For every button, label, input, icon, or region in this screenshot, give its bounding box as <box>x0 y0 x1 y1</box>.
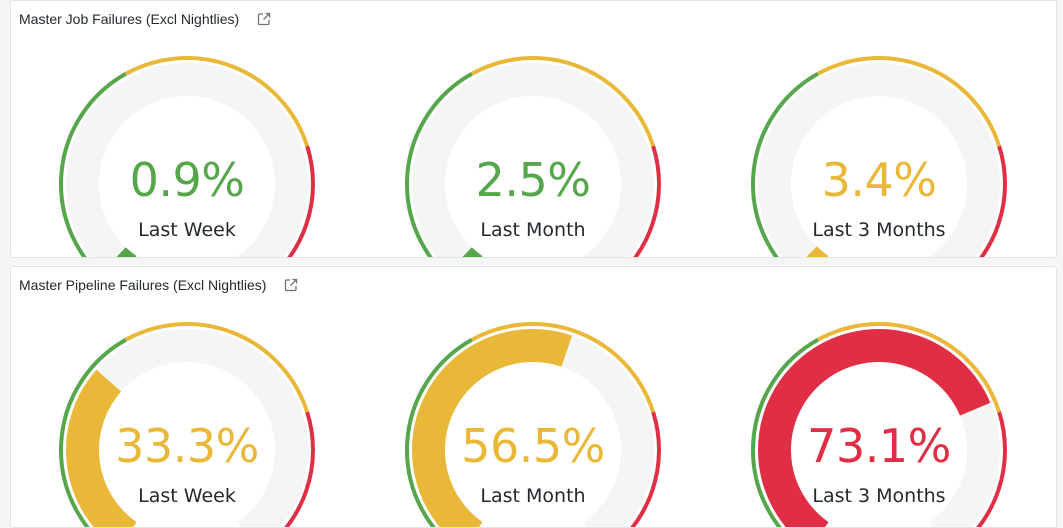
gauge-value: 73.1% <box>807 419 951 473</box>
gauge-value: 3.4% <box>821 153 937 207</box>
gauge-arc <box>59 56 315 257</box>
gauge-arc <box>751 56 1007 257</box>
threshold-yellow-arc <box>124 56 310 147</box>
gauge-arc <box>59 322 315 527</box>
gauge-track-arc <box>66 63 308 257</box>
gauge-last-3-months[interactable]: 73.1% Last 3 Months <box>729 267 1029 527</box>
gauge-label: Last 3 Months <box>812 485 946 507</box>
gauge-label: Last 3 Months <box>812 219 946 241</box>
gauge-value: 56.5% <box>461 419 605 473</box>
threshold-green-arc <box>405 338 473 527</box>
panel-master-pipeline-failures: Master Pipeline Failures (Excl Nightlies… <box>10 266 1057 528</box>
threshold-green-arc <box>59 72 127 257</box>
threshold-red-arc <box>630 411 661 527</box>
threshold-red-arc <box>284 411 315 527</box>
gauge-value-arc <box>412 329 573 527</box>
gauge-label: Last Month <box>480 485 586 507</box>
threshold-green-arc <box>59 338 127 527</box>
gauge-arc <box>405 56 661 257</box>
external-link-icon[interactable] <box>284 278 298 292</box>
panel-title[interactable]: Master Job Failures (Excl Nightlies) <box>19 11 240 27</box>
threshold-red-arc <box>287 145 315 257</box>
gauge-track-arc <box>758 63 1000 257</box>
gauge-last-week[interactable]: 0.9% Last Week <box>37 1 337 257</box>
gauge-last-month[interactable]: 2.5% Last Month <box>383 1 683 257</box>
panel-header: Master Pipeline Failures (Excl Nightlies… <box>19 276 298 294</box>
gauge-value: 2.5% <box>475 153 591 207</box>
threshold-red-arc <box>979 145 1007 257</box>
panel-title[interactable]: Master Pipeline Failures (Excl Nightlies… <box>19 277 267 293</box>
threshold-red-arc <box>633 145 661 257</box>
gauge-label: Last Month <box>480 219 586 241</box>
threshold-yellow-arc <box>470 322 656 413</box>
gauge-value: 0.9% <box>129 153 245 207</box>
gauge-label: Last Week <box>138 219 236 241</box>
gauge-last-week[interactable]: 33.3% Last Week <box>37 267 337 527</box>
threshold-yellow-arc <box>816 322 1002 413</box>
gauge-track-arc <box>412 63 654 257</box>
gauge-value-arc <box>66 369 137 527</box>
threshold-green-arc <box>751 338 819 527</box>
gauge-last-3-months[interactable]: 3.4% Last 3 Months <box>729 1 1029 257</box>
threshold-yellow-arc <box>470 56 656 147</box>
threshold-yellow-arc <box>816 56 1002 147</box>
gauge-value-arc <box>758 329 991 527</box>
gauge-arc <box>751 322 1007 527</box>
gauge-arc <box>405 322 661 527</box>
threshold-red-arc <box>976 411 1007 527</box>
threshold-yellow-arc <box>124 322 310 413</box>
gauge-value: 33.3% <box>115 419 259 473</box>
panel-master-job-failures: Master Job Failures (Excl Nightlies) 0.9… <box>10 0 1057 258</box>
threshold-green-arc <box>405 72 473 257</box>
gauge-label: Last Week <box>138 485 236 507</box>
panel-header: Master Job Failures (Excl Nightlies) <box>19 10 271 28</box>
gauge-last-month[interactable]: 56.5% Last Month <box>383 267 683 527</box>
external-link-icon[interactable] <box>257 12 271 26</box>
threshold-green-arc <box>751 72 819 257</box>
